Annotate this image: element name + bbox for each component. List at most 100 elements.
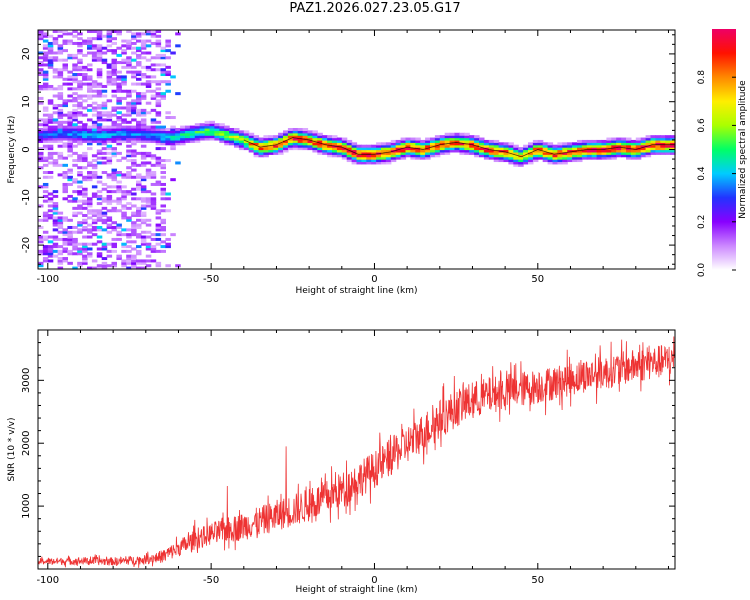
spectrogram-cell xyxy=(57,111,64,115)
spectrogram-cell xyxy=(136,163,142,167)
spectrogram-cell xyxy=(145,82,152,86)
spectrogram-cell xyxy=(552,151,558,155)
spectrogram-cell xyxy=(483,139,490,143)
spectrogram-cell xyxy=(332,147,338,151)
spectrogram-cell xyxy=(87,87,93,91)
spectrogram-cell xyxy=(307,139,313,143)
spectrogram-cell xyxy=(38,156,44,160)
spectrogram-cell xyxy=(420,154,426,158)
spectrogram-cell xyxy=(341,139,348,143)
spectrogram-cell xyxy=(140,96,147,100)
spectrogram-cell xyxy=(150,137,157,141)
spectrogram-cell xyxy=(395,142,402,146)
spectrogram-cell xyxy=(140,259,147,263)
snr-y-axis-label: SNR (10 * v/v) xyxy=(7,418,17,482)
spectrogram-cell xyxy=(459,147,465,151)
spectrogram-cell xyxy=(150,89,157,93)
spectrogram-cell xyxy=(660,144,666,148)
spectrogram-cell xyxy=(140,113,147,117)
spectrogram-cell xyxy=(312,147,318,151)
spectrogram-cell xyxy=(160,80,166,84)
spectrogram-cell xyxy=(72,68,78,72)
spectrogram-cell xyxy=(42,237,49,241)
spectrogram-cell xyxy=(611,139,617,143)
spectrogram-cell xyxy=(42,58,49,62)
spectrogram-cell xyxy=(670,144,676,148)
spectrogram-cell xyxy=(287,139,294,143)
spectrogram-cell xyxy=(101,197,108,201)
spectrogram-cell xyxy=(160,68,166,72)
spectrogram-cell xyxy=(361,151,367,155)
spectrogram-cell xyxy=(47,99,54,103)
spectrogram-cell xyxy=(47,51,54,55)
spectrogram-cell xyxy=(72,34,78,38)
spectrogram-cell xyxy=(150,41,157,45)
spectrogram-cell xyxy=(474,149,480,153)
spectrogram-cell xyxy=(57,68,64,72)
spectrogram-cell xyxy=(532,147,539,151)
spectrogram-cell xyxy=(596,144,603,148)
spectrogram-cell xyxy=(67,99,73,103)
spectrogram-cell xyxy=(390,154,397,158)
spectrogram-cell xyxy=(204,137,211,141)
spectrogram-cell xyxy=(606,139,612,143)
spectrogram-cell xyxy=(121,65,127,69)
spectrogram-cell xyxy=(523,159,529,163)
spectrogram-cell xyxy=(52,249,59,253)
spectrogram-cell xyxy=(111,37,117,41)
spectrogram-cell xyxy=(111,127,117,131)
spectrogram-cell xyxy=(87,89,93,93)
spectrogram-cell xyxy=(121,197,127,201)
spectrogram-cell xyxy=(116,190,122,194)
spectrogram-cell xyxy=(410,151,416,155)
spectrogram-cell xyxy=(655,135,661,139)
spectrogram-cell xyxy=(150,30,157,33)
spectrogram-cell xyxy=(126,127,132,131)
spectrogram-cell xyxy=(136,92,142,96)
spectrogram-cell xyxy=(224,139,230,143)
spectrogram-cell xyxy=(523,151,529,155)
spectrogram-cell xyxy=(434,137,441,141)
spectrogram-cell xyxy=(67,116,73,120)
spectrogram-cell xyxy=(38,235,44,239)
spectrogram-cell xyxy=(542,144,549,148)
spectrogram-cell xyxy=(91,58,98,62)
spectrogram-cell xyxy=(77,249,83,253)
spectrogram-cell xyxy=(126,249,132,253)
spectrogram-cell xyxy=(38,130,44,134)
spectrogram-cell xyxy=(224,130,230,134)
spectrogram-cell xyxy=(136,151,142,155)
spectrogram-cell xyxy=(87,39,93,43)
spectrogram-cell xyxy=(155,92,162,96)
spectrogram-cell xyxy=(72,118,78,122)
spectrogram-cell xyxy=(101,245,108,249)
spectrogram-cell xyxy=(341,151,348,155)
spectrogram-cell xyxy=(42,125,49,129)
spectrogram-cell xyxy=(312,149,318,153)
spectrogram-cell xyxy=(91,89,98,93)
spectrogram-cell xyxy=(234,139,240,143)
spectrogram-cell xyxy=(52,211,59,215)
spectrogram-cell xyxy=(77,132,83,136)
spectrogram-cell xyxy=(140,221,147,225)
spectrogram-cell xyxy=(101,130,108,134)
spectrogram-cell xyxy=(67,41,73,45)
spectrogram-cell xyxy=(140,178,147,182)
spectrogram-cell xyxy=(297,147,304,151)
spectrogram-cell xyxy=(356,149,362,153)
spectrogram-cell xyxy=(131,108,137,112)
spectrogram-cell xyxy=(91,175,98,179)
spectrogram-cell xyxy=(38,118,44,122)
spectrogram-cell xyxy=(131,192,137,196)
spectrogram-cell xyxy=(547,159,554,163)
spectrogram-cell xyxy=(567,147,573,151)
spectrogram-cell xyxy=(121,192,127,196)
spectrogram-cell xyxy=(57,154,64,158)
spectrogram-x-tick-label: -100 xyxy=(36,274,59,285)
spectrogram-cell xyxy=(96,111,103,115)
spectrogram-cell xyxy=(175,44,181,48)
spectrogram-cell xyxy=(567,144,573,148)
spectrogram-cell xyxy=(483,149,490,153)
